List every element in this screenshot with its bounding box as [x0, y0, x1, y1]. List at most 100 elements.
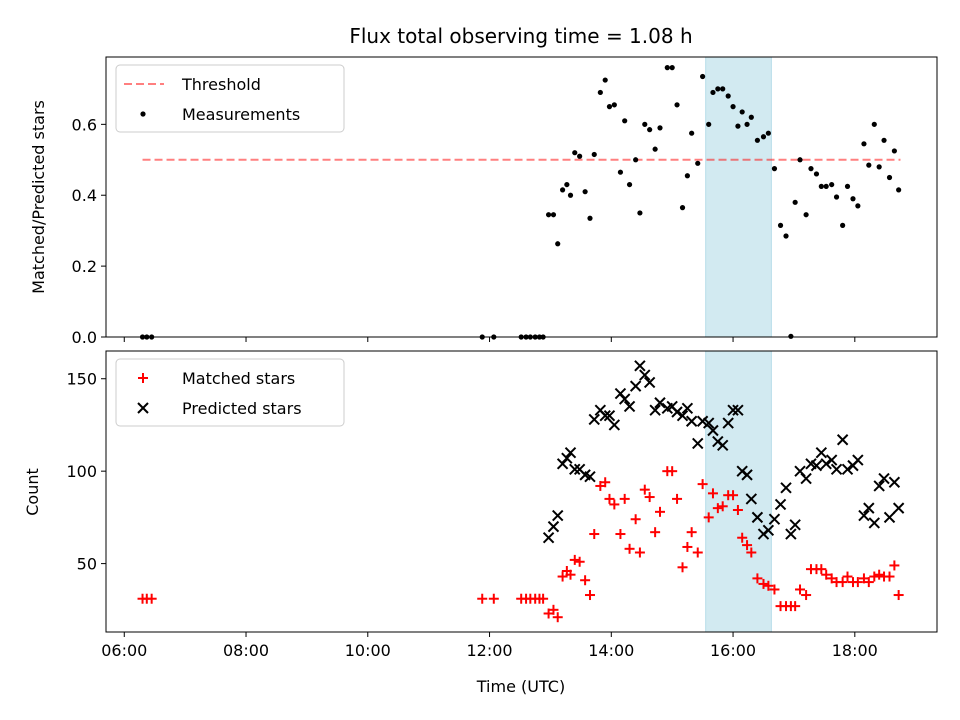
measurement-point	[823, 183, 829, 189]
top-ticks: 0.0 0.2 0.4 0.6	[72, 115, 856, 347]
matched-star-point	[712, 503, 723, 514]
matched-star-point	[589, 529, 600, 540]
x-tick-label: 16:00	[710, 641, 756, 660]
measurement-point	[788, 333, 794, 339]
predicted-star-point	[888, 476, 901, 488]
matched-star-point	[728, 490, 739, 501]
bottom-legend-label: Predicted stars	[182, 399, 302, 418]
matched-star-point	[538, 593, 549, 604]
measurement-point	[730, 104, 736, 110]
predicted-star-point	[692, 437, 704, 450]
matched-star-point	[677, 562, 688, 573]
measurement-point	[577, 153, 583, 159]
measurement-point	[840, 222, 846, 228]
matched-star-point	[615, 529, 626, 540]
measurement-point	[597, 89, 603, 96]
matched-star-point	[869, 571, 880, 582]
predicted-star-point	[774, 498, 787, 511]
matched-star-point	[795, 584, 806, 595]
predicted-star-point	[623, 400, 636, 413]
matched-star-point	[569, 554, 580, 565]
measurement-point	[891, 148, 897, 154]
measurement-point	[669, 65, 675, 71]
matched-star-point	[801, 590, 812, 601]
bottom-legend-label: Matched stars	[182, 369, 295, 388]
measurement-point	[664, 65, 670, 71]
matched-star-point	[889, 560, 900, 571]
measurement-point	[876, 164, 882, 170]
top-y-tick-label: 0.0	[72, 328, 97, 347]
measurement-point	[871, 121, 877, 127]
measurement-point	[689, 130, 695, 136]
measurement-point	[715, 86, 721, 92]
bottom-legend: Matched stars Predicted stars	[115, 358, 345, 427]
predicted-star-point	[618, 393, 631, 405]
chart-title: Flux total observing time = 1.08 h	[349, 24, 692, 48]
top-highlight-span	[705, 56, 772, 338]
measurement-point	[797, 157, 803, 163]
matched-star-point	[604, 493, 615, 504]
matched-star-point	[752, 573, 763, 584]
measurement-point	[881, 137, 887, 143]
matched-star-point	[758, 578, 769, 589]
measurement-point	[611, 102, 617, 108]
matched-star-point	[837, 577, 848, 588]
predicted-star-point	[762, 524, 775, 537]
bottom-highlight-span	[705, 350, 772, 633]
bottom-y-tick-label: 100	[66, 462, 97, 481]
predicted-star-point	[552, 509, 564, 522]
predicted-star-point	[745, 493, 758, 505]
measurement-point	[567, 192, 574, 198]
predicted-star-point	[649, 404, 661, 416]
measurement-point	[617, 169, 624, 175]
matched-star-point	[644, 492, 655, 503]
measurements-legend-swatch	[140, 111, 146, 117]
matched-star-point	[842, 571, 853, 582]
predicted-star-point	[841, 463, 854, 476]
measurement-point	[710, 89, 716, 96]
measurement-point	[700, 73, 706, 80]
matched-star-point	[655, 506, 665, 517]
predicted-star-point	[741, 469, 753, 481]
matched-star-point	[565, 569, 576, 580]
matched-star-point	[672, 493, 683, 504]
predicted-star-point	[643, 376, 656, 389]
measurement-point	[771, 166, 778, 172]
bottom-marks	[137, 360, 905, 623]
bottom-axes-frame	[105, 350, 938, 633]
predicted-star-point	[564, 446, 577, 459]
measurement-point	[850, 196, 856, 202]
matched-star-point	[477, 593, 488, 604]
matched-star-point	[552, 612, 563, 623]
measurement-point	[679, 205, 686, 211]
x-tick-label: 10:00	[345, 641, 391, 660]
predicted-star-point	[836, 434, 849, 446]
measurement-point	[674, 102, 680, 108]
predicted-star-point	[820, 458, 832, 470]
predicted-star-point	[878, 472, 890, 485]
predicted-star-point	[707, 424, 719, 437]
measurement-point	[622, 118, 628, 124]
matched-star-point	[816, 564, 827, 575]
measurement-point	[886, 174, 893, 181]
predicted-star-point	[722, 417, 734, 429]
matched-star-point	[548, 604, 559, 615]
top-panel: 0.0 0.2 0.4 0.6 Matched/Predicted stars Thr…	[29, 56, 938, 347]
predicted-star-point	[671, 406, 683, 418]
predicted-star-point	[685, 415, 698, 427]
measurement-point	[626, 181, 633, 188]
top-y-tick-label: 0.4	[72, 186, 97, 205]
top-marks	[139, 65, 902, 340]
bottom-y-tick-label: 50	[77, 555, 97, 574]
measurement-point	[777, 222, 784, 228]
measurement-point	[555, 241, 561, 247]
matched-star-point	[667, 466, 678, 477]
predicted-star-point	[676, 409, 689, 422]
top-legend: Threshold Measurements	[115, 64, 345, 133]
measurement-point	[706, 121, 712, 127]
predicted-star-point	[639, 369, 651, 381]
measurement-point	[735, 123, 741, 129]
measurement-point	[647, 127, 653, 133]
matched-star-point	[609, 499, 620, 510]
